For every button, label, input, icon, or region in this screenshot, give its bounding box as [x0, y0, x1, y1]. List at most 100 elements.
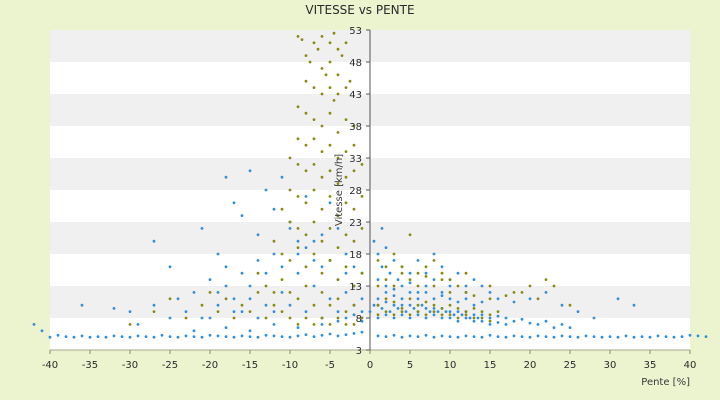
data-point [424, 333, 428, 337]
x-tick-label: -35 [82, 360, 98, 371]
data-point [412, 307, 416, 310]
data-point [288, 259, 292, 262]
data-point [416, 297, 420, 301]
data-point [256, 271, 260, 275]
data-point [488, 297, 492, 301]
data-point [304, 246, 308, 250]
y-tick-label: 38 [349, 122, 362, 133]
x-tick-label: -20 [202, 360, 218, 371]
data-point [264, 271, 268, 275]
data-point [304, 310, 308, 313]
data-point [344, 201, 348, 205]
data-point [360, 330, 364, 334]
data-point [512, 334, 516, 338]
data-point [348, 79, 352, 83]
data-point [568, 326, 572, 329]
data-point [344, 333, 348, 336]
data-point [312, 335, 316, 338]
data-point [680, 335, 684, 338]
data-point [152, 303, 156, 307]
data-point [440, 307, 444, 310]
data-point [296, 297, 300, 301]
data-point [464, 271, 468, 275]
data-points [32, 31, 708, 339]
data-point [240, 214, 244, 218]
data-point [328, 259, 332, 262]
data-point [544, 335, 548, 338]
data-point [152, 310, 156, 313]
data-point [192, 291, 196, 294]
data-point [200, 335, 204, 339]
data-point [300, 38, 304, 41]
data-point [456, 307, 460, 310]
data-point [216, 303, 220, 307]
y-tick-label: 43 [349, 90, 362, 101]
data-point [472, 316, 476, 320]
data-point [320, 67, 324, 70]
data-point [288, 335, 292, 339]
data-point [328, 201, 332, 205]
data-point [144, 335, 148, 338]
data-point [208, 316, 212, 320]
data-point [496, 335, 500, 338]
data-point [512, 291, 516, 294]
data-point [320, 92, 324, 96]
y-tick-label: 13 [349, 282, 362, 293]
data-point [384, 310, 388, 313]
data-point [344, 86, 348, 89]
data-point [552, 335, 556, 339]
data-point [208, 278, 212, 281]
data-point [400, 265, 404, 269]
data-point [384, 300, 388, 304]
data-point [408, 316, 412, 320]
data-point [480, 300, 484, 304]
data-point [184, 316, 188, 320]
data-point [320, 207, 324, 211]
data-point [336, 316, 340, 320]
data-point [264, 303, 268, 307]
data-point [400, 335, 404, 339]
data-point [216, 291, 220, 294]
data-point [376, 259, 380, 262]
data-point [192, 335, 196, 338]
data-point [440, 291, 444, 294]
data-point [392, 313, 396, 317]
data-point [392, 259, 396, 262]
data-point [496, 297, 500, 301]
data-point [104, 335, 108, 339]
data-point [520, 317, 524, 321]
data-point [304, 195, 308, 198]
data-point [376, 303, 380, 307]
data-point [328, 303, 332, 307]
data-point [296, 163, 300, 166]
data-point [504, 323, 508, 326]
data-point [616, 297, 620, 301]
data-point [416, 335, 420, 338]
data-point [336, 334, 340, 338]
data-point [304, 265, 308, 269]
data-point [456, 271, 460, 275]
x-tick-label: -25 [162, 360, 178, 371]
data-point [280, 278, 284, 281]
data-point [448, 303, 452, 307]
data-point [664, 335, 668, 338]
data-point [344, 175, 348, 179]
data-point [136, 323, 140, 326]
data-point [288, 291, 292, 294]
x-tick-label: 25 [564, 360, 577, 371]
data-point [488, 333, 492, 337]
data-point [520, 335, 524, 338]
data-point [280, 252, 284, 256]
data-point [464, 316, 468, 320]
data-point [408, 303, 412, 307]
data-point [416, 284, 420, 288]
data-point [436, 310, 440, 313]
data-point [576, 335, 580, 339]
data-point [384, 313, 388, 317]
data-point [488, 323, 492, 326]
x-tick-label: 20 [524, 360, 537, 371]
data-point [312, 220, 316, 224]
data-point [392, 287, 396, 291]
data-point [448, 284, 452, 288]
